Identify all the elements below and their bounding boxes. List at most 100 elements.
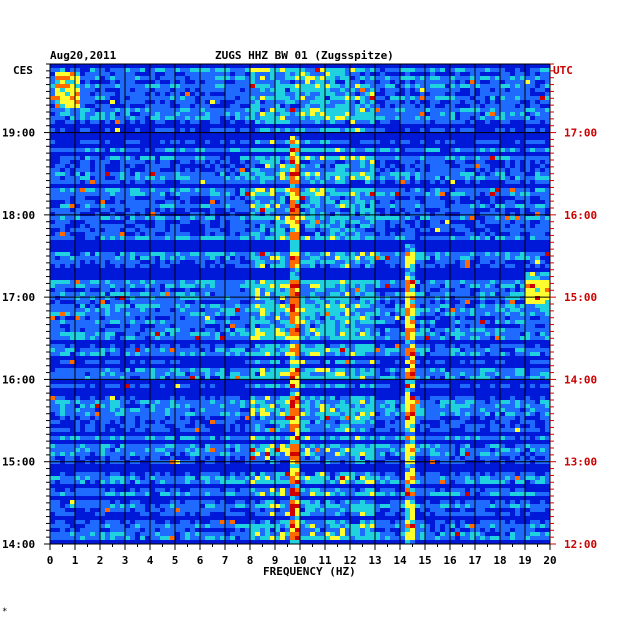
heatmap-cell [70,344,75,348]
heatmap-cell [255,348,260,352]
heatmap-cell [205,140,210,144]
heatmap-cell [320,120,325,124]
heatmap-cell [405,360,410,364]
heatmap-cell [235,168,240,172]
heatmap-cell [365,304,370,308]
heatmap-cell [210,316,215,320]
heatmap-cell [75,112,80,116]
heatmap-cell [360,84,365,88]
heatmap-cell [175,296,180,300]
heatmap-cell [240,368,245,372]
heatmap-cell [400,348,405,352]
heatmap-cell [175,140,180,144]
heatmap-cell [425,296,430,300]
heatmap-cell [270,308,275,312]
heatmap-cell [55,344,60,348]
heatmap-cell [535,120,540,124]
heatmap-cell [365,284,370,288]
heatmap-cell [255,68,260,72]
heatmap-cell [460,344,465,348]
heatmap-cell [470,80,475,84]
heatmap-cell [340,112,345,116]
heatmap-cell [260,300,265,304]
heatmap-cell [85,292,90,296]
heatmap-cell [95,308,100,312]
heatmap-cell [55,96,60,100]
heatmap-cell [265,204,270,208]
heatmap-cell [280,112,285,116]
heatmap-cell [290,360,295,364]
heatmap-cell [495,316,500,320]
heatmap-cell [485,164,490,168]
heatmap-cell [320,208,325,212]
heatmap-cell [250,360,255,364]
heatmap-cell [150,360,155,364]
heatmap-cell [390,232,395,236]
heatmap-cell [80,292,85,296]
heatmap-cell [290,200,295,204]
heatmap-cell [320,200,325,204]
heatmap-cell [295,176,300,180]
heatmap-cell [520,312,525,316]
heatmap-cell [540,220,545,224]
heatmap-cell [460,96,465,100]
heatmap-cell [320,96,325,100]
heatmap-cell [335,284,340,288]
heatmap-cell [125,76,130,80]
heatmap-cell [330,296,335,300]
heatmap-cell [235,284,240,288]
heatmap-cell [420,324,425,328]
heatmap-cell [535,176,540,180]
heatmap-cell [515,336,520,340]
heatmap-cell [120,324,125,328]
heatmap-cell [425,332,430,336]
heatmap-cell [395,192,400,196]
heatmap-cell [520,352,525,356]
heatmap-cell [250,320,255,324]
heatmap-cell [60,320,65,324]
heatmap-cell [165,312,170,316]
heatmap-cell [225,180,230,184]
heatmap-cell [480,324,485,328]
heatmap-cell [450,368,455,372]
heatmap-cell [180,252,185,256]
heatmap-cell [155,164,160,168]
heatmap-cell [65,312,70,316]
heatmap-cell [470,324,475,328]
heatmap-cell [355,172,360,176]
heatmap-cell [290,220,295,224]
heatmap-cell [325,328,330,332]
heatmap-cell [505,108,510,112]
heatmap-cell [505,96,510,100]
heatmap-cell [380,176,385,180]
heatmap-cell [60,180,65,184]
heatmap-cell [225,352,230,356]
heatmap-cell [400,176,405,180]
heatmap-cell [250,224,255,228]
heatmap-cell [245,92,250,96]
heatmap-cell [545,324,550,328]
heatmap-cell [180,308,185,312]
heatmap-cell [400,84,405,88]
heatmap-cell [220,324,225,328]
heatmap-cell [535,68,540,72]
heatmap-cell [285,128,290,132]
heatmap-cell [60,344,65,348]
heatmap-cell [330,308,335,312]
heatmap-cell [495,312,500,316]
heatmap-cell [155,148,160,152]
heatmap-cell [465,172,470,176]
heatmap-cell [495,104,500,108]
heatmap-cell [540,252,545,256]
heatmap-cell [355,108,360,112]
heatmap-cell [320,192,325,196]
heatmap-cell [75,100,80,104]
heatmap-cell [60,328,65,332]
heatmap-cell [425,308,430,312]
heatmap-cell [340,128,345,132]
heatmap-cell [305,168,310,172]
heatmap-cell [365,328,370,332]
heatmap-cell [435,296,440,300]
heatmap-cell [545,96,550,100]
heatmap-cell [230,284,235,288]
